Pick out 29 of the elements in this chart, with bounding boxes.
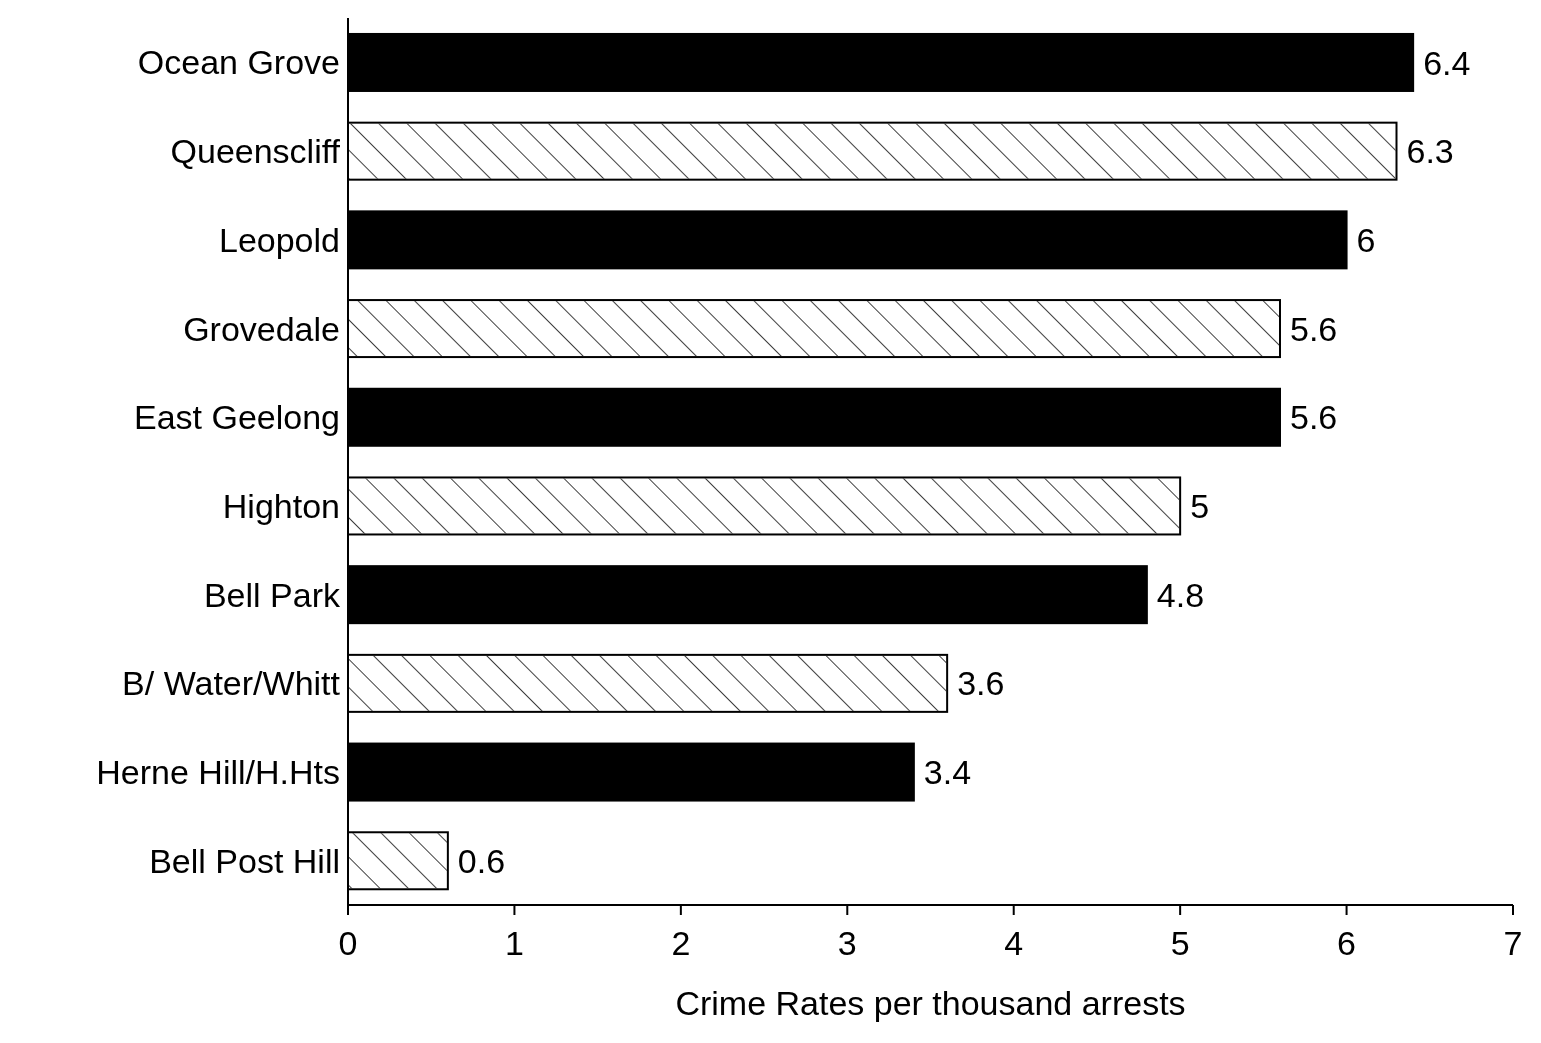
data-label: 4.8 — [1156, 575, 1205, 614]
data-label: 0.6 — [457, 841, 506, 880]
y-tick-label: Grovedale — [183, 309, 340, 348]
x-tick-label: 5 — [1170, 924, 1190, 963]
data-label: 6.4 — [1423, 43, 1471, 82]
data-label: 6.3 — [1406, 132, 1454, 171]
x-tick-label: 1 — [504, 924, 524, 963]
data-label: 6 — [1356, 220, 1376, 259]
x-tick-label: 2 — [671, 924, 691, 963]
x-tick-label: 3 — [837, 924, 857, 963]
y-tick-label: Bell Park — [203, 575, 341, 614]
y-tick-label: Leopold — [218, 220, 340, 259]
y-tick-label: Queenscliff — [170, 132, 341, 171]
y-tick-label: B/ Water/Whitt — [122, 664, 341, 703]
x-tick-label: 6 — [1337, 924, 1357, 963]
x-tick-label: 0 — [338, 924, 358, 963]
y-tick-label: East Geelong — [133, 398, 340, 437]
y-tick-label: Highton — [222, 486, 340, 525]
data-label: 3.6 — [957, 664, 1005, 703]
y-tick-label: Ocean Grove — [137, 43, 340, 82]
x-tick-label: 7 — [1503, 924, 1523, 963]
data-label: 5 — [1190, 487, 1210, 526]
y-tick-label: Herne Hill/H.Hts — [96, 753, 340, 792]
y-tick-label: Bell Post Hill — [149, 841, 340, 880]
data-label: 5.6 — [1290, 398, 1338, 437]
x-axis-title: Crime Rates per thousand arrests — [675, 984, 1186, 1022]
data-label: 3.4 — [923, 753, 972, 792]
x-tick-label: 4 — [1004, 924, 1024, 963]
data-label: 5.6 — [1290, 309, 1338, 348]
